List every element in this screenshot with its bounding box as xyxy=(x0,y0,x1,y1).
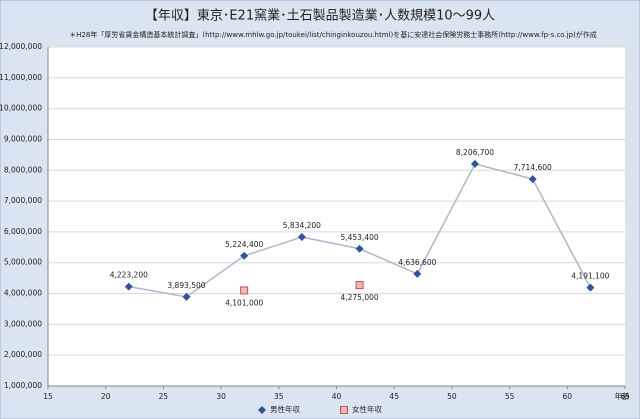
data-point xyxy=(528,175,537,184)
y-tick-label: 7,000,000 xyxy=(4,196,42,205)
y-tick-label: 4,000,000 xyxy=(4,289,42,298)
legend-marker xyxy=(258,406,266,414)
data-point xyxy=(355,281,364,290)
x-tick-label: 55 xyxy=(505,392,515,401)
data-point xyxy=(586,283,595,292)
data-point xyxy=(124,282,133,291)
x-tick-label: 40 xyxy=(332,392,342,401)
y-tick-label: 5,000,000 xyxy=(4,258,42,267)
x-tick-label: 20 xyxy=(101,392,111,401)
legend-label: 男性年収 xyxy=(270,404,300,414)
data-label: 5,453,400 xyxy=(340,233,378,242)
x-tick-label: 65 xyxy=(620,392,630,401)
data-label: 8,206,700 xyxy=(456,148,494,157)
data-label: 4,636,600 xyxy=(398,258,436,267)
chart-title: 【年収】東京･E21窯業･土石製品製造業･人数規模10～99人 xyxy=(145,8,495,24)
y-tick-label: 2,000,000 xyxy=(4,350,42,359)
data-point xyxy=(240,286,249,295)
data-label: 5,834,200 xyxy=(283,221,321,230)
data-label: 4,191,100 xyxy=(571,272,609,281)
legend-marker xyxy=(340,406,348,414)
data-point xyxy=(413,269,422,278)
legend-label: 女性年収 xyxy=(352,404,382,414)
y-tick-label: 8,000,000 xyxy=(4,165,42,174)
x-tick-label: 50 xyxy=(447,392,457,401)
data-label: 5,224,400 xyxy=(225,240,263,249)
x-tick-label: 60 xyxy=(563,392,573,401)
x-tick-label: 35 xyxy=(274,392,284,401)
data-point xyxy=(240,251,249,260)
data-label: 4,101,000 xyxy=(225,298,263,307)
data-point xyxy=(470,159,479,168)
data-label: 3,893,500 xyxy=(167,281,205,290)
plot-area xyxy=(48,47,625,386)
y-tick-label: 1,000,000 xyxy=(4,381,42,390)
y-tick-label: 6,000,000 xyxy=(4,227,42,236)
y-tick-label: 10,000,000 xyxy=(0,104,42,113)
x-tick-label: 30 xyxy=(216,392,226,401)
y-tick-label: 9,000,000 xyxy=(4,134,42,143)
data-point xyxy=(297,233,306,242)
y-tick-label: 3,000,000 xyxy=(4,319,42,328)
data-point xyxy=(355,244,364,253)
x-tick-label: 15 xyxy=(43,392,53,401)
data-label: 4,223,200 xyxy=(110,271,148,280)
data-label: 7,714,600 xyxy=(514,163,552,172)
x-tick-label: 25 xyxy=(159,392,169,401)
y-tick-label: 12,000,000 xyxy=(0,42,42,51)
x-tick-label: 45 xyxy=(389,392,399,401)
x-axis-label: 年齢 xyxy=(615,391,630,401)
data-point xyxy=(182,292,191,301)
y-tick-label: 11,000,000 xyxy=(0,73,42,82)
chart-subtitle: ＊H28年「厚労省賃金構造基本統計調査」(http://www.mhlw.go.… xyxy=(69,30,597,39)
data-label: 4,275,000 xyxy=(340,293,378,302)
